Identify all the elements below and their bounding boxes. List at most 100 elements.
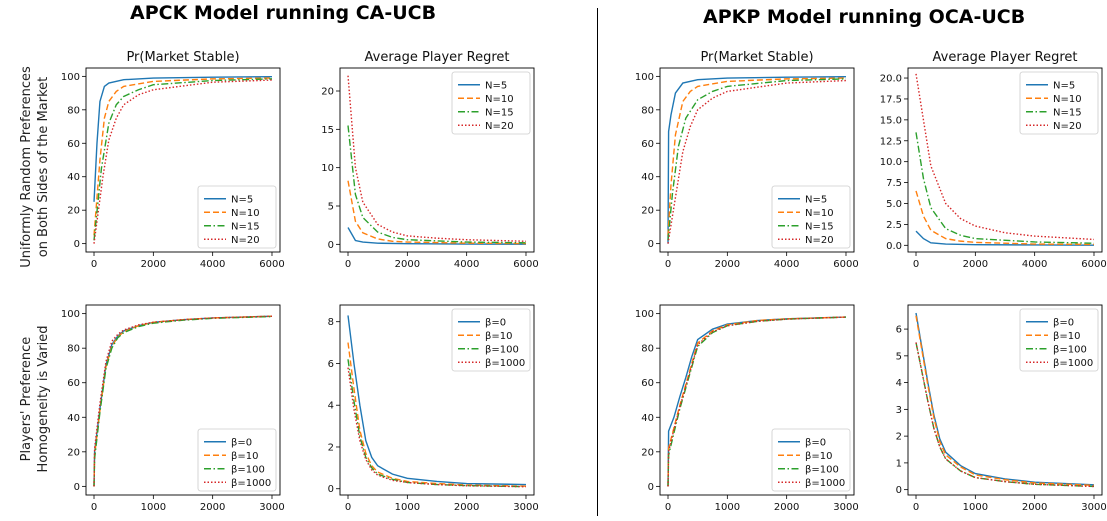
legend-label: N=5 (485, 80, 507, 91)
x-tick-label: 4000 (1022, 259, 1047, 270)
y-tick-label: 100 (635, 309, 654, 320)
x-tick-label: 1000 (963, 502, 988, 513)
legend-label: β=10 (231, 451, 259, 462)
y-tick-label: 5 (896, 351, 902, 362)
series-line-3 (667, 78, 847, 241)
x-tick-label: 2000 (395, 259, 420, 270)
y-tick-label: 6 (896, 325, 902, 336)
series-line-4 (915, 73, 1095, 241)
legend: β=0 β=10 β=100 β=1000 (197, 428, 277, 492)
chart-panel-1: Pr(Market Stable) 0 2000 4000 6000 0 20 40 60 80 1… (61, 50, 285, 270)
x-tick-label: 0 (91, 259, 97, 270)
x-tick-label: 3000 (513, 502, 538, 513)
x-tick-label: 1000 (715, 502, 740, 513)
plot-frame (339, 304, 535, 496)
y-tick-label: 10.0 (880, 157, 902, 168)
series-line-3 (93, 78, 273, 241)
x-tick-label: 2000 (141, 259, 166, 270)
plot-frame (907, 304, 1103, 496)
legend-label: N=20 (485, 121, 514, 132)
legend-box (197, 428, 277, 492)
y-tick-label: 10 (321, 163, 334, 174)
legend-label: N=15 (231, 221, 260, 232)
section-divider (597, 8, 599, 516)
series-line-4 (667, 79, 847, 244)
chart-panel-8: 0 1000 2000 3000 0 1 2 3 4 5 6 β=0 β=10 β=100 β=1000 (896, 304, 1107, 513)
y-tick-label: 8 (328, 317, 334, 328)
x-tick-label: 4000 (454, 259, 479, 270)
y-tick-label: 60 (67, 378, 80, 389)
series-line-2 (347, 180, 526, 245)
series-line-1 (347, 315, 527, 486)
y-tick-label: 20 (321, 87, 334, 98)
y-tick-label: 60 (641, 139, 654, 150)
y-tick-label: 20.0 (880, 74, 902, 85)
x-tick-label: 2000 (963, 259, 988, 270)
y-tick-label: 0 (896, 485, 902, 496)
x-tick-label: 4000 (200, 259, 225, 270)
chart-panel-2: Average Player Regret 0 2000 4000 6000 0 5 10 15… (321, 50, 538, 270)
x-tick-label: 1000 (395, 502, 420, 513)
y-tick-label: 40 (641, 172, 654, 183)
section-title-right: APKP Model running OCA-UCB (703, 6, 1026, 28)
legend-label: β=1000 (231, 478, 271, 489)
plot-frame (907, 67, 1103, 253)
plot-frame (339, 67, 535, 253)
series-line-2 (667, 316, 847, 487)
y-tick-label: 4 (328, 401, 334, 412)
y-tick-label: 20 (67, 206, 80, 217)
y-tick-label: 3 (896, 405, 902, 416)
legend-box (1019, 71, 1099, 135)
series-line-4 (93, 315, 273, 487)
y-tick-label: 20 (67, 447, 80, 458)
y-tick-label: 17.5 (880, 94, 902, 105)
y-tick-label: 4 (896, 378, 902, 389)
plot-frame (85, 67, 281, 253)
legend-label: β=10 (485, 331, 513, 342)
chart-panel-3: Pr(Market Stable) 0 2000 4000 6000 0 20 40 60 80 1… (635, 50, 859, 270)
legend-label: N=10 (805, 208, 834, 219)
series-line-1 (93, 76, 272, 202)
legend-label: N=10 (231, 208, 260, 219)
y-tick-label: 1 (896, 458, 902, 469)
y-tick-label: 40 (641, 413, 654, 424)
legend-label: β=1000 (485, 358, 525, 369)
legend-box (771, 185, 851, 249)
series-line-4 (347, 75, 527, 242)
x-tick-label: 6000 (513, 259, 538, 270)
x-tick-label: 2000 (715, 259, 740, 270)
x-tick-label: 6000 (1081, 259, 1106, 270)
legend: N=5 N=10 N=15 N=20 (1019, 71, 1099, 135)
x-tick-label: 2000 (774, 502, 799, 513)
legend-label: N=10 (1053, 94, 1082, 105)
y-tick-label: 7.5 (886, 178, 902, 189)
x-tick-label: 0 (665, 259, 671, 270)
x-tick-label: 0 (665, 502, 671, 513)
chart-title: Average Player Regret (365, 50, 510, 65)
y-tick-label: 0 (648, 239, 654, 250)
y-tick-label: 0 (74, 482, 80, 493)
legend-label: β=100 (231, 464, 265, 475)
legend-label: β=10 (1053, 331, 1081, 342)
y-tick-label: 6 (328, 359, 334, 370)
chart-title: Average Player Regret (933, 50, 1078, 65)
legend-label: β=0 (231, 437, 252, 448)
y-tick-label: 0.0 (886, 241, 902, 252)
y-tick-label: 80 (641, 105, 654, 116)
series-line-2 (667, 77, 846, 236)
series-line-2 (93, 77, 272, 236)
legend-label: β=100 (805, 464, 839, 475)
y-tick-label: 20 (641, 447, 654, 458)
plot-frame (659, 304, 855, 496)
y-tick-label: 0 (74, 239, 80, 250)
y-tick-label: 15.0 (880, 115, 902, 126)
x-tick-label: 0 (913, 502, 919, 513)
x-tick-label: 3000 (1081, 502, 1106, 513)
series-line-4 (667, 316, 847, 487)
section-title-left: APCK Model running CA-UCB (130, 2, 437, 24)
legend: β=0 β=10 β=100 β=1000 (451, 308, 531, 372)
x-tick-label: 6000 (833, 259, 858, 270)
legend-label: β=0 (805, 437, 826, 448)
legend-box (451, 308, 531, 372)
